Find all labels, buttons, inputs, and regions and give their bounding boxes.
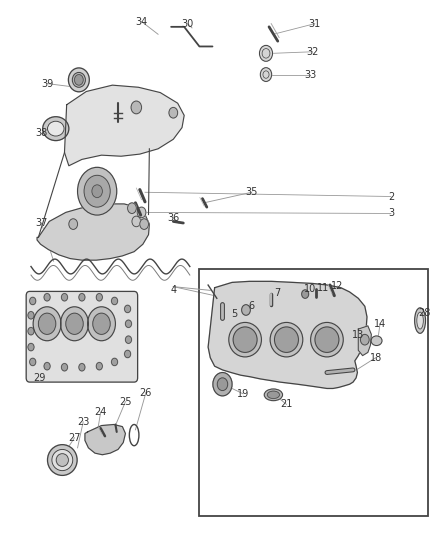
Circle shape [39,313,56,334]
Circle shape [125,320,131,327]
Text: 7: 7 [275,288,281,298]
Text: 33: 33 [304,70,317,79]
Ellipse shape [47,445,77,475]
Ellipse shape [72,72,85,87]
Text: 23: 23 [77,417,89,427]
Ellipse shape [417,312,424,329]
Text: 31: 31 [309,19,321,29]
Text: 25: 25 [119,397,132,407]
Text: 35: 35 [245,187,258,197]
Text: 10: 10 [304,284,317,294]
Circle shape [140,219,148,229]
Circle shape [88,307,116,341]
Circle shape [217,378,228,391]
Ellipse shape [270,322,303,357]
Text: 6: 6 [249,301,255,311]
Polygon shape [358,326,371,356]
Bar [199,269,428,516]
Circle shape [112,358,117,366]
Text: 32: 32 [307,47,319,56]
Circle shape [137,207,146,217]
Ellipse shape [267,391,279,399]
Circle shape [125,336,131,343]
Text: 13: 13 [352,330,364,341]
Circle shape [93,313,110,334]
Ellipse shape [52,449,73,471]
Circle shape [96,294,102,301]
Ellipse shape [229,322,261,357]
Text: 36: 36 [167,213,180,223]
Ellipse shape [415,308,425,333]
Circle shape [30,358,36,366]
FancyBboxPatch shape [26,292,138,382]
Text: 11: 11 [317,282,328,293]
Circle shape [96,362,102,370]
Ellipse shape [47,121,64,136]
Ellipse shape [275,327,298,352]
Text: 29: 29 [33,373,46,383]
Ellipse shape [233,327,257,352]
Circle shape [61,294,67,301]
Text: 38: 38 [35,128,48,138]
Circle shape [132,216,141,227]
Text: 30: 30 [181,19,194,29]
Circle shape [213,373,232,396]
Circle shape [169,108,178,118]
Circle shape [44,294,50,301]
Ellipse shape [371,336,382,345]
Text: 18: 18 [370,353,382,362]
Circle shape [360,334,369,345]
Circle shape [131,101,141,114]
Circle shape [74,75,83,85]
Ellipse shape [264,389,283,401]
Circle shape [79,294,85,301]
Circle shape [242,305,251,316]
Text: 37: 37 [35,218,48,228]
Polygon shape [37,204,149,260]
Circle shape [84,175,110,207]
Text: 5: 5 [231,309,237,319]
Text: 3: 3 [388,208,394,219]
Circle shape [302,290,309,298]
Ellipse shape [56,454,68,466]
Circle shape [33,307,61,341]
Ellipse shape [68,68,89,92]
Circle shape [260,68,272,82]
Circle shape [259,45,272,61]
Text: 26: 26 [140,387,152,398]
Text: 4: 4 [170,285,177,295]
Text: 14: 14 [374,319,386,329]
Circle shape [60,307,88,341]
Circle shape [112,297,117,305]
Circle shape [79,364,85,371]
Text: 28: 28 [418,308,431,318]
Circle shape [127,203,136,214]
Polygon shape [85,424,125,455]
Ellipse shape [311,322,343,357]
Text: 39: 39 [41,78,53,88]
Circle shape [124,350,131,358]
Ellipse shape [315,327,339,352]
Circle shape [78,167,117,215]
Text: 19: 19 [237,389,249,399]
Circle shape [28,312,34,319]
Circle shape [92,185,102,198]
Circle shape [44,362,50,370]
Text: 24: 24 [95,407,107,417]
Circle shape [28,327,34,335]
Text: 2: 2 [388,191,394,201]
Ellipse shape [43,117,69,141]
Circle shape [61,364,67,371]
Circle shape [28,343,34,351]
Circle shape [124,305,131,313]
Text: 21: 21 [280,399,293,409]
Polygon shape [208,281,367,389]
Circle shape [69,219,78,229]
Text: 34: 34 [135,17,148,27]
Circle shape [66,313,83,334]
Text: 27: 27 [68,433,81,443]
Circle shape [30,297,36,305]
Text: 12: 12 [331,281,343,291]
Polygon shape [64,85,184,166]
